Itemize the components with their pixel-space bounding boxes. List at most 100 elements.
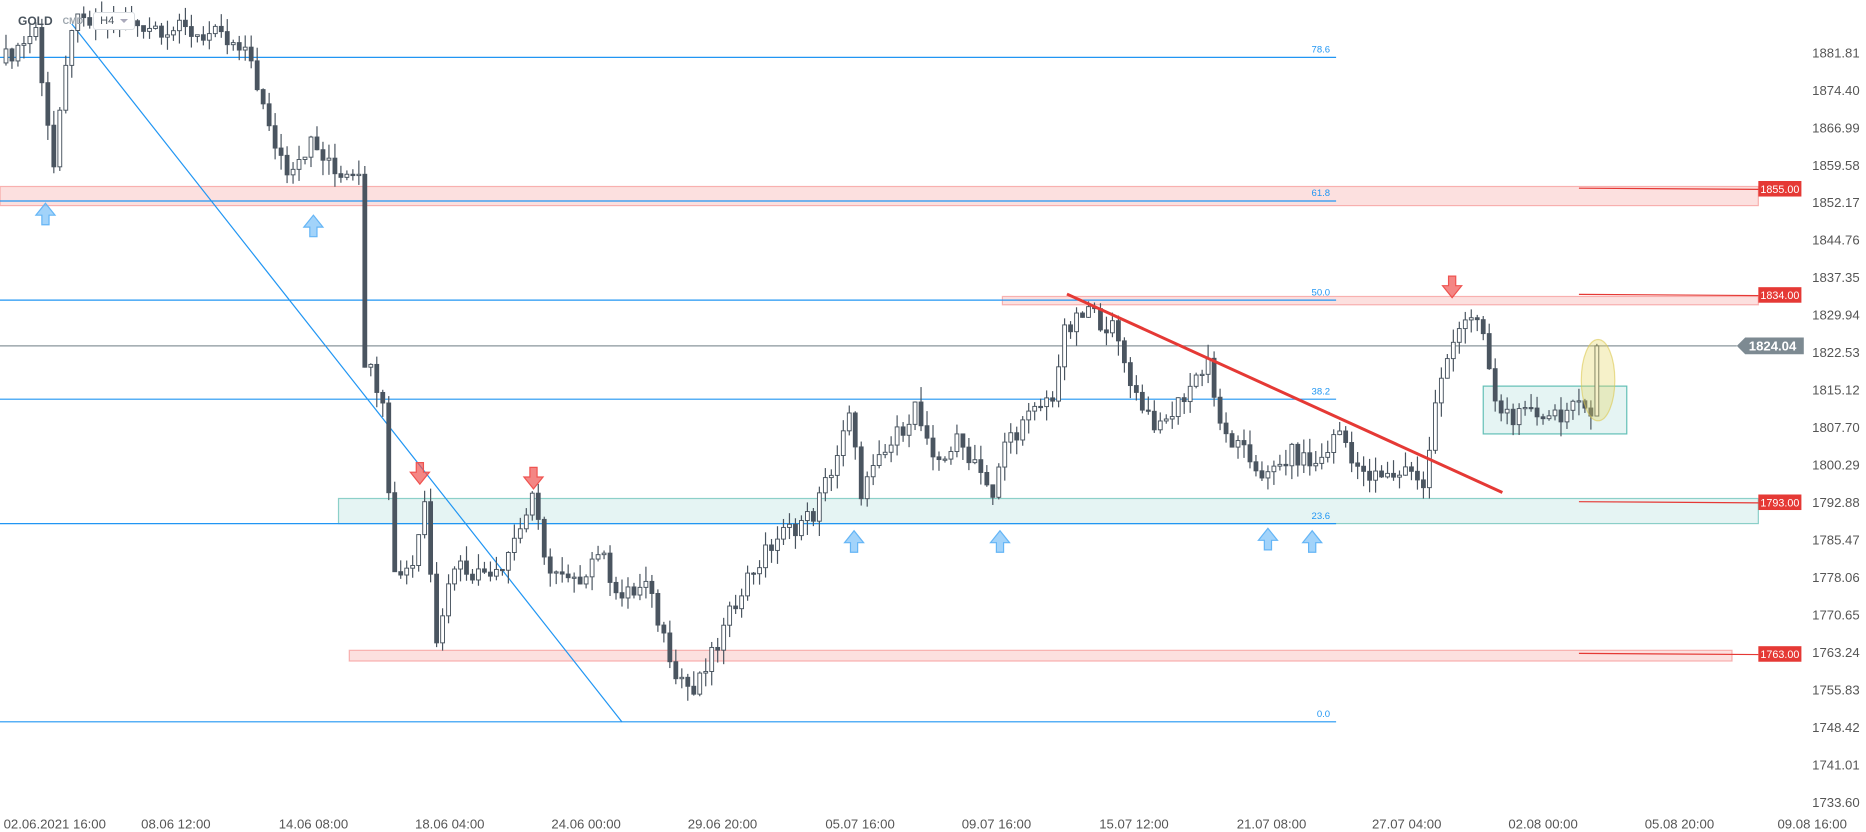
candle[interactable] (1379, 465, 1384, 478)
candle[interactable] (1325, 440, 1331, 463)
candle[interactable] (631, 582, 637, 599)
candle[interactable] (529, 491, 535, 521)
candle[interactable] (673, 649, 679, 685)
candle[interactable] (1474, 314, 1480, 332)
candle[interactable] (165, 20, 170, 50)
candle[interactable] (810, 508, 816, 527)
candle[interactable] (284, 146, 290, 184)
candle[interactable] (1331, 429, 1337, 464)
candle[interactable] (781, 518, 786, 546)
candle[interactable] (1409, 461, 1414, 481)
candle[interactable] (1337, 421, 1343, 436)
candle[interactable] (864, 471, 870, 507)
candle[interactable] (769, 538, 774, 563)
candle[interactable] (1391, 460, 1396, 481)
candle[interactable] (1223, 412, 1229, 443)
candle[interactable] (194, 34, 200, 43)
candle[interactable] (1355, 451, 1361, 480)
candle[interactable] (1193, 372, 1199, 389)
candle[interactable] (1151, 400, 1157, 433)
candle[interactable] (362, 165, 368, 368)
candle[interactable] (69, 29, 75, 78)
candle[interactable] (751, 571, 756, 585)
candle[interactable] (266, 92, 272, 131)
candle[interactable] (1522, 400, 1528, 416)
candle[interactable] (679, 668, 685, 689)
candle[interactable] (966, 438, 972, 471)
candle[interactable] (422, 490, 428, 539)
candle[interactable] (727, 601, 733, 638)
candle[interactable] (1540, 413, 1546, 425)
candle[interactable] (1217, 388, 1223, 431)
candle[interactable] (1301, 439, 1307, 474)
candle[interactable] (876, 440, 882, 469)
candle[interactable] (1361, 456, 1367, 487)
candle[interactable] (763, 532, 768, 578)
candle[interactable] (739, 588, 745, 618)
candle[interactable] (153, 21, 158, 30)
candle[interactable] (374, 356, 380, 408)
candle[interactable] (805, 502, 810, 535)
candle[interactable] (745, 565, 750, 601)
candle[interactable] (63, 55, 69, 114)
candle[interactable] (882, 444, 888, 459)
candle[interactable] (1468, 309, 1474, 333)
candle[interactable] (547, 548, 553, 587)
candle[interactable] (858, 441, 864, 506)
candle[interactable] (960, 433, 966, 460)
candle[interactable] (1068, 321, 1073, 339)
candle[interactable] (870, 454, 876, 486)
candle[interactable] (1235, 435, 1241, 459)
candle[interactable] (703, 658, 709, 687)
candle[interactable] (416, 534, 422, 572)
candle[interactable] (799, 515, 804, 541)
candle[interactable] (1289, 442, 1295, 480)
candle[interactable] (954, 424, 960, 458)
candle[interactable] (212, 24, 218, 38)
resistance-zone-1855[interactable] (0, 185, 1759, 207)
candle[interactable] (206, 21, 212, 50)
candle[interactable] (476, 554, 481, 586)
downtrend-line[interactable] (1066, 292, 1503, 494)
candle[interactable] (1032, 402, 1038, 421)
candle[interactable] (1205, 344, 1211, 384)
candle[interactable] (242, 35, 248, 61)
candle[interactable] (51, 110, 57, 174)
candle[interactable] (230, 39, 236, 51)
candle[interactable] (900, 422, 906, 442)
candle[interactable] (942, 456, 948, 463)
candle[interactable] (583, 574, 589, 589)
candle[interactable] (894, 415, 900, 456)
candle[interactable] (559, 557, 565, 583)
candle[interactable] (308, 135, 314, 168)
candle[interactable] (1594, 343, 1600, 417)
candle[interactable] (135, 19, 140, 37)
candle[interactable] (1265, 465, 1271, 490)
candle[interactable] (816, 486, 822, 537)
candle[interactable] (272, 113, 278, 160)
candle[interactable] (888, 436, 894, 463)
candle[interactable] (314, 126, 320, 151)
candle[interactable] (1199, 369, 1205, 387)
candle[interactable] (386, 396, 392, 501)
candle[interactable] (302, 156, 308, 165)
candle[interactable] (254, 47, 260, 92)
candle[interactable] (948, 446, 954, 465)
candle[interactable] (595, 545, 601, 562)
candle[interactable] (141, 25, 146, 39)
candle[interactable] (1516, 403, 1522, 435)
candle[interactable] (470, 569, 475, 584)
candle[interactable] (248, 35, 254, 69)
candle[interactable] (3, 34, 9, 66)
candle[interactable] (75, 13, 81, 43)
candle[interactable] (332, 143, 338, 187)
candle[interactable] (87, 10, 93, 29)
candle[interactable] (930, 425, 936, 471)
candle[interactable] (1462, 311, 1468, 344)
candle[interactable] (691, 671, 697, 696)
candle[interactable] (1002, 432, 1008, 481)
candle[interactable] (1427, 436, 1432, 499)
candle[interactable] (1157, 412, 1163, 434)
candle[interactable] (685, 673, 691, 701)
candle[interactable] (649, 574, 655, 608)
